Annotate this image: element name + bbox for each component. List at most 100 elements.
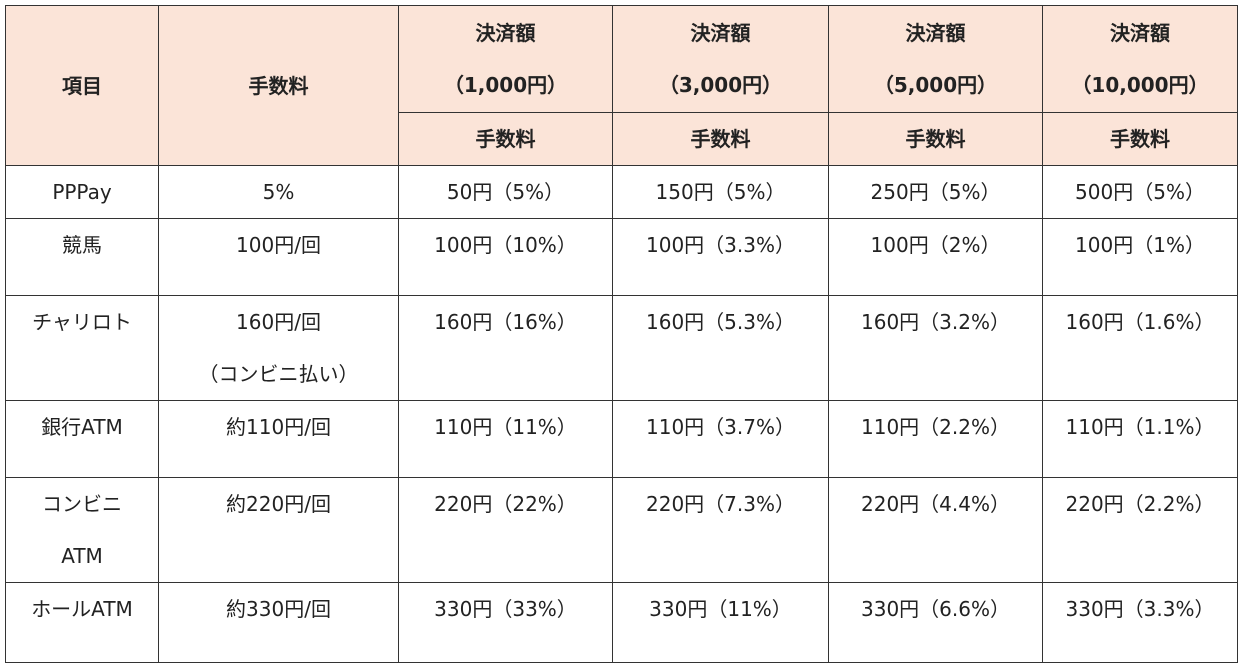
table-cell: 競馬: [5, 218, 159, 296]
cell-line: 250円（5%）: [870, 180, 1001, 204]
table-cell: 100円（10%）: [398, 218, 613, 296]
table-cell: ホールATM: [5, 582, 159, 663]
cell-line: 決済額: [475, 21, 536, 45]
table-cell: 銀行ATM: [5, 400, 159, 478]
cell-line: 決済額: [690, 21, 751, 45]
header-subcell: 手数料: [1042, 112, 1238, 166]
cell-line: 150円（5%）: [655, 180, 786, 204]
cell-line: 110円（1.1%）: [1065, 415, 1215, 439]
cell-line: 100円/回: [236, 233, 321, 257]
cell-line: 100円（10%）: [434, 233, 577, 257]
table-cell: 330円（3.3%）: [1042, 582, 1238, 663]
cell-line: 330円（6.6%）: [861, 597, 1010, 621]
table-cell: 220円（22%）: [398, 477, 613, 583]
cell-line: 330円（33%）: [434, 597, 577, 621]
cell-line: 110円（11%）: [434, 415, 577, 439]
cell-line: 160円/回: [236, 310, 321, 334]
cell-line: 約220円/回: [226, 492, 331, 516]
table-cell: 約110円/回: [158, 400, 399, 478]
cell-line: 100円（1%）: [1075, 233, 1205, 257]
cell-line: （5,000円）: [873, 73, 998, 97]
table-cell: 100円（1%）: [1042, 218, 1238, 296]
table-cell: 100円（2%）: [828, 218, 1043, 296]
table-cell: 110円（3.7%）: [612, 400, 829, 478]
table-cell: 160円（16%）: [398, 295, 613, 401]
table-cell: 約220円/回: [158, 477, 399, 583]
cell-line: 110円（2.2%）: [861, 415, 1010, 439]
cell-line: 220円（4.4%）: [861, 492, 1010, 516]
cell-line: 決済額: [1110, 21, 1170, 45]
header-cell: 決済額 （10,000円）: [1042, 5, 1238, 113]
table-cell: 160円/回 （コンビニ払い）: [158, 295, 399, 401]
table-row: 銀行ATM 約110円/回 110円（11%） 110円（3.7%） 110円（2.2%…: [5, 400, 1238, 478]
cell-line: 220円（7.3%）: [646, 492, 795, 516]
cell-line: 330円（11%）: [649, 597, 792, 621]
cell-line: （1,000円）: [443, 73, 568, 97]
table-cell: 110円（2.2%）: [828, 400, 1043, 478]
table-cell: 330円（11%）: [612, 582, 829, 663]
header-subcell: 手数料: [828, 112, 1043, 166]
table-header: 項目 手数料 決済額 （1,000円） 決済額 （3,000円） 決済額 （5,000円）…: [5, 5, 1238, 166]
table-cell: 100円（3.3%）: [612, 218, 829, 296]
table-cell: 150円（5%）: [612, 165, 829, 219]
header-cell: 項目: [5, 5, 159, 166]
cell-line: 競馬: [62, 233, 102, 257]
cell-line: コンビニ: [42, 492, 122, 516]
cell-line: 銀行ATM: [41, 415, 123, 439]
cell-line: 約330円/回: [226, 597, 331, 621]
table-body: PPPay 5% 50円（5%） 150円（5%） 250円（5%） 500円（5%） 競馬…: [5, 165, 1238, 663]
table-cell: 160円（3.2%）: [828, 295, 1043, 401]
table-row: 競馬 100円/回 100円（10%） 100円（3.3%） 100円（2%） 100円（…: [5, 218, 1238, 296]
table-cell: 160円（1.6%）: [1042, 295, 1238, 401]
cell-line: チャリロト: [32, 310, 132, 334]
cell-line: ATM: [61, 544, 103, 568]
table-cell: 100円/回: [158, 218, 399, 296]
cell-line: 160円（16%）: [434, 310, 577, 334]
cell-line: 100円（3.3%）: [646, 233, 795, 257]
header-cell: 決済額 （1,000円）: [398, 5, 613, 113]
table-cell: 5%: [158, 165, 399, 219]
cell-line: PPPay: [52, 180, 112, 204]
table-cell: 110円（1.1%）: [1042, 400, 1238, 478]
table-row: コンビニ ATM 約220円/回 220円（22%） 220円（7.3%） 220円（4.…: [5, 477, 1238, 583]
table-cell: 110円（11%）: [398, 400, 613, 478]
cell-line: 110円（3.7%）: [646, 415, 795, 439]
table-cell: コンビニ ATM: [5, 477, 159, 583]
header-cell: 決済額 （5,000円）: [828, 5, 1043, 113]
cell-line: 決済額: [905, 21, 966, 45]
table-cell: 500円（5%）: [1042, 165, 1238, 219]
table-cell: 250円（5%）: [828, 165, 1043, 219]
header-subcell: 手数料: [612, 112, 829, 166]
table-cell: 220円（7.3%）: [612, 477, 829, 583]
table-cell: チャリロト: [5, 295, 159, 401]
cell-line: （3,000円）: [658, 73, 783, 97]
header-cell: 決済額 （3,000円）: [612, 5, 829, 113]
table-cell: 約330円/回: [158, 582, 399, 663]
cell-line: 160円（1.6%）: [1065, 310, 1215, 334]
cell-line: 約110円/回: [226, 415, 331, 439]
table-cell: 160円（5.3%）: [612, 295, 829, 401]
table-cell: 50円（5%）: [398, 165, 613, 219]
table-row: チャリロト 160円/回 （コンビニ払い） 160円（16%） 160円（5.3%） 16…: [5, 295, 1238, 401]
cell-line: （10,000円）: [1071, 73, 1209, 97]
cell-line: 5%: [262, 180, 295, 204]
cell-line: 500円（5%）: [1075, 180, 1205, 204]
table-cell: PPPay: [5, 165, 159, 219]
cell-line: 160円（5.3%）: [646, 310, 795, 334]
table-row: PPPay 5% 50円（5%） 150円（5%） 250円（5%） 500円（5%）: [5, 165, 1238, 219]
header-cell: 手数料: [158, 5, 399, 166]
table-cell: 330円（33%）: [398, 582, 613, 663]
cell-line: 160円（3.2%）: [861, 310, 1010, 334]
cell-line: 50円（5%）: [446, 180, 565, 204]
cell-line: （コンビニ払い）: [198, 362, 359, 386]
cell-line: 220円（22%）: [434, 492, 577, 516]
table-cell: 220円（2.2%）: [1042, 477, 1238, 583]
table-cell: 330円（6.6%）: [828, 582, 1043, 663]
cell-line: 100円（2%）: [870, 233, 1001, 257]
table-cell: 220円（4.4%）: [828, 477, 1043, 583]
table-row: ホールATM 約330円/回 330円（33%） 330円（11%） 330円（6.6%…: [5, 582, 1238, 663]
header-subcell: 手数料: [398, 112, 613, 166]
cell-line: 220円（2.2%）: [1065, 492, 1215, 516]
cell-line: 330円（3.3%）: [1065, 597, 1215, 621]
